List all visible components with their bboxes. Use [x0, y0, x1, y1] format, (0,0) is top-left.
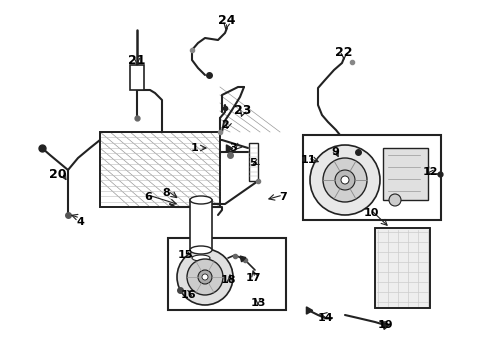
- Text: 20: 20: [49, 168, 67, 181]
- Text: 6: 6: [144, 192, 152, 202]
- Text: 13: 13: [250, 298, 266, 308]
- Text: 21: 21: [128, 54, 146, 67]
- Text: 10: 10: [363, 208, 379, 218]
- Text: 11: 11: [300, 155, 316, 165]
- Ellipse shape: [190, 196, 212, 204]
- Text: 23: 23: [234, 104, 252, 117]
- Text: 7: 7: [279, 192, 287, 202]
- Circle shape: [310, 145, 380, 215]
- Text: 15: 15: [177, 250, 193, 260]
- Text: 18: 18: [220, 275, 236, 285]
- Bar: [375, 228, 430, 308]
- Circle shape: [323, 158, 367, 202]
- Bar: [375, 228, 430, 308]
- Circle shape: [202, 274, 208, 280]
- Text: 8: 8: [162, 188, 170, 198]
- Circle shape: [389, 194, 401, 206]
- Text: 12: 12: [422, 167, 438, 177]
- Text: 19: 19: [377, 320, 393, 330]
- Circle shape: [335, 170, 355, 190]
- Circle shape: [187, 259, 223, 295]
- Bar: [190, 200, 212, 250]
- Text: 5: 5: [249, 158, 257, 168]
- Bar: [100, 132, 220, 207]
- Circle shape: [341, 176, 349, 184]
- Bar: [303, 135, 441, 220]
- Circle shape: [177, 249, 233, 305]
- Text: 3: 3: [229, 143, 237, 153]
- Text: 14: 14: [317, 313, 333, 323]
- Circle shape: [198, 270, 212, 284]
- Text: 1: 1: [191, 143, 199, 153]
- Bar: [168, 238, 286, 310]
- Ellipse shape: [192, 255, 210, 261]
- Text: 2: 2: [221, 120, 229, 130]
- Bar: [249, 143, 258, 181]
- Bar: [383, 148, 428, 200]
- Text: 16: 16: [180, 290, 196, 300]
- Text: 24: 24: [218, 13, 236, 27]
- Text: 4: 4: [76, 217, 84, 227]
- Bar: [130, 65, 144, 90]
- Text: 17: 17: [245, 273, 261, 283]
- Text: 9: 9: [331, 147, 339, 157]
- Bar: [100, 132, 220, 207]
- Ellipse shape: [190, 246, 212, 254]
- Text: 22: 22: [335, 45, 353, 58]
